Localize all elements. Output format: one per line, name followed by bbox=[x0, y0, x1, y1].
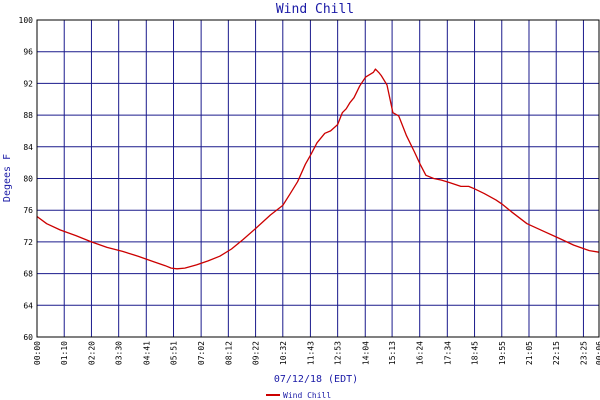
x-tick-label: 21:05 bbox=[525, 341, 534, 365]
legend: Wind Chill bbox=[266, 391, 331, 400]
x-tick-label: 10:32 bbox=[279, 341, 288, 365]
chart-title: Wind Chill bbox=[276, 2, 354, 17]
x-tick-label: 01:10 bbox=[60, 341, 69, 365]
y-tick-label: 92 bbox=[23, 79, 33, 88]
y-tick-label: 72 bbox=[23, 238, 33, 247]
y-tick-label: 96 bbox=[23, 48, 33, 57]
x-tick-label: 16:24 bbox=[416, 341, 425, 365]
x-tick-label: 09:22 bbox=[252, 341, 261, 365]
x-tick-label: 03:30 bbox=[115, 341, 124, 365]
y-tick-label: 64 bbox=[23, 301, 33, 310]
y-tick-labels: 60 64 68 72 76 80 84 88 92 96 100 bbox=[19, 16, 34, 342]
x-tick-label: 18:45 bbox=[471, 341, 480, 365]
y-tick-label: 76 bbox=[23, 206, 33, 215]
series-line-wind-chill bbox=[36, 68, 600, 270]
x-tick-label: 04:41 bbox=[142, 341, 151, 365]
y-tick-label: 88 bbox=[23, 111, 33, 120]
x-tick-label: 15:13 bbox=[388, 341, 397, 365]
x-tick-labels: 00:00 01:10 02:20 03:30 04:41 05:51 07:02 08:12… bbox=[33, 341, 600, 365]
y-tick-label: 84 bbox=[23, 143, 33, 152]
x-tick-label: 00:06 bbox=[595, 341, 600, 365]
x-tick-label: 11:43 bbox=[306, 341, 315, 365]
x-axis-label: 07/12/18 (EDT) bbox=[274, 374, 358, 385]
x-tick-label: 02:20 bbox=[87, 341, 96, 365]
legend-label-wind-chill: Wind Chill bbox=[283, 391, 331, 400]
x-tick-label: 19:55 bbox=[498, 341, 507, 365]
x-tick-label: 05:51 bbox=[170, 341, 179, 365]
y-tick-label: 68 bbox=[23, 270, 33, 279]
y-axis-label: Degees F bbox=[2, 154, 13, 202]
y-tick-label: 60 bbox=[23, 333, 33, 342]
x-tick-label: 07:02 bbox=[197, 341, 206, 365]
plot-frame bbox=[36, 19, 600, 338]
x-tick-label: 14:04 bbox=[361, 341, 370, 365]
x-tick-label: 08:12 bbox=[224, 341, 233, 365]
x-tick-label: 22:15 bbox=[552, 341, 561, 365]
y-tick-label: 80 bbox=[23, 175, 33, 184]
x-tick-label: 00:00 bbox=[33, 341, 42, 365]
series-layer bbox=[36, 68, 600, 270]
x-tick-label: 12:53 bbox=[334, 341, 343, 365]
y-tick-label: 100 bbox=[19, 16, 34, 25]
x-tick-label: 23:25 bbox=[579, 341, 588, 365]
x-tick-label: 17:34 bbox=[443, 341, 452, 365]
